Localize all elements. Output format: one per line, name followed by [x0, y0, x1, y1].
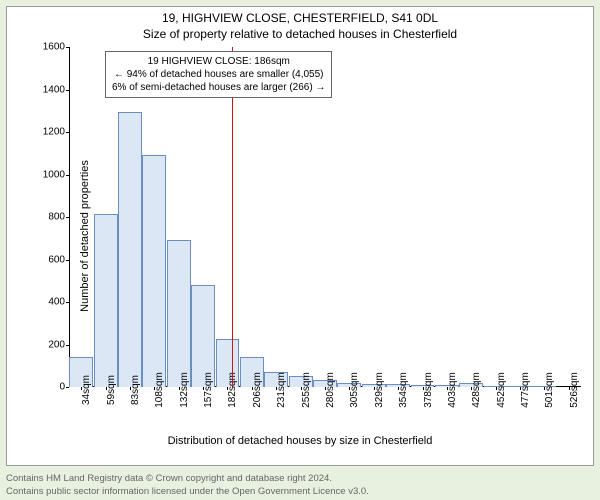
y-tick-label: 1400 [43, 84, 65, 95]
y-tick-mark [66, 387, 69, 388]
x-tick-mark [227, 387, 228, 390]
y-tick-label: 200 [48, 339, 65, 350]
x-tick-label: 83sqm [130, 375, 141, 405]
x-tick-label: 280sqm [325, 372, 336, 408]
footer-attribution: Contains HM Land Registry data © Crown c… [6, 473, 594, 498]
x-tick-label: 428sqm [471, 372, 482, 408]
y-tick-label: 600 [48, 254, 65, 265]
x-tick-mark [301, 387, 302, 390]
x-tick-mark [325, 387, 326, 390]
chart-title-2: Size of property relative to detached ho… [7, 27, 593, 41]
bar [118, 112, 142, 387]
x-tick-mark [106, 387, 107, 390]
y-tick-mark [66, 302, 69, 303]
x-tick-mark [276, 387, 277, 390]
info-line-1: 19 HIGHVIEW CLOSE: 186sqm [112, 55, 325, 68]
x-tick-mark [544, 387, 545, 390]
x-tick-label: 231sqm [276, 372, 287, 408]
x-tick-mark [130, 387, 131, 390]
x-tick-mark [496, 387, 497, 390]
x-tick-label: 354sqm [398, 372, 409, 408]
x-tick-label: 329sqm [374, 372, 385, 408]
x-tick-label: 132sqm [179, 372, 190, 408]
x-tick-mark [374, 387, 375, 390]
x-tick-mark [520, 387, 521, 390]
footer-line-2: Contains public sector information licen… [6, 486, 594, 498]
x-tick-mark [398, 387, 399, 390]
x-tick-label: 501sqm [544, 372, 555, 408]
bar [167, 240, 191, 387]
x-tick-mark [81, 387, 82, 390]
x-tick-mark [447, 387, 448, 390]
plot-area: 0200400600800100012001400160034sqm59sqm8… [69, 47, 581, 387]
x-tick-label: 305sqm [349, 372, 360, 408]
y-axis-line [69, 47, 70, 387]
x-tick-mark [179, 387, 180, 390]
chart-title-1: 19, HIGHVIEW CLOSE, CHESTERFIELD, S41 0D… [7, 11, 593, 25]
y-tick-label: 1600 [43, 42, 65, 53]
x-tick-label: 378sqm [423, 372, 434, 408]
x-tick-mark [252, 387, 253, 390]
x-tick-label: 34sqm [81, 375, 92, 405]
y-tick-mark [66, 132, 69, 133]
x-tick-label: 206sqm [252, 372, 263, 408]
y-tick-mark [66, 47, 69, 48]
x-tick-label: 59sqm [106, 375, 117, 405]
x-tick-label: 452sqm [496, 372, 507, 408]
x-tick-label: 255sqm [301, 372, 312, 408]
y-tick-label: 800 [48, 212, 65, 223]
y-tick-label: 1000 [43, 169, 65, 180]
x-tick-label: 526sqm [569, 372, 580, 408]
x-tick-mark [349, 387, 350, 390]
chart-panel: 19, HIGHVIEW CLOSE, CHESTERFIELD, S41 0D… [6, 6, 594, 466]
chart-container: 19, HIGHVIEW CLOSE, CHESTERFIELD, S41 0D… [0, 0, 600, 500]
x-tick-mark [423, 387, 424, 390]
y-tick-mark [66, 90, 69, 91]
info-box: 19 HIGHVIEW CLOSE: 186sqm← 94% of detach… [105, 51, 332, 98]
reference-line [232, 47, 234, 387]
y-tick-mark [66, 217, 69, 218]
x-tick-label: 108sqm [154, 372, 165, 408]
info-line-2: ← 94% of detached houses are smaller (4,… [112, 68, 325, 81]
x-axis-label: Distribution of detached houses by size … [7, 435, 593, 447]
bar [94, 214, 118, 387]
y-tick-label: 1200 [43, 127, 65, 138]
x-tick-mark [203, 387, 204, 390]
x-tick-label: 403sqm [447, 372, 458, 408]
y-tick-label: 400 [48, 297, 65, 308]
bar [142, 155, 166, 387]
x-tick-mark [569, 387, 570, 390]
x-tick-mark [154, 387, 155, 390]
x-tick-label: 477sqm [520, 372, 531, 408]
y-tick-mark [66, 175, 69, 176]
x-tick-mark [471, 387, 472, 390]
y-tick-label: 0 [59, 382, 65, 393]
info-line-3: 6% of semi-detached houses are larger (2… [112, 81, 325, 94]
y-tick-mark [66, 345, 69, 346]
y-tick-mark [66, 260, 69, 261]
x-tick-label: 157sqm [203, 372, 214, 408]
footer-line-1: Contains HM Land Registry data © Crown c… [6, 473, 594, 485]
